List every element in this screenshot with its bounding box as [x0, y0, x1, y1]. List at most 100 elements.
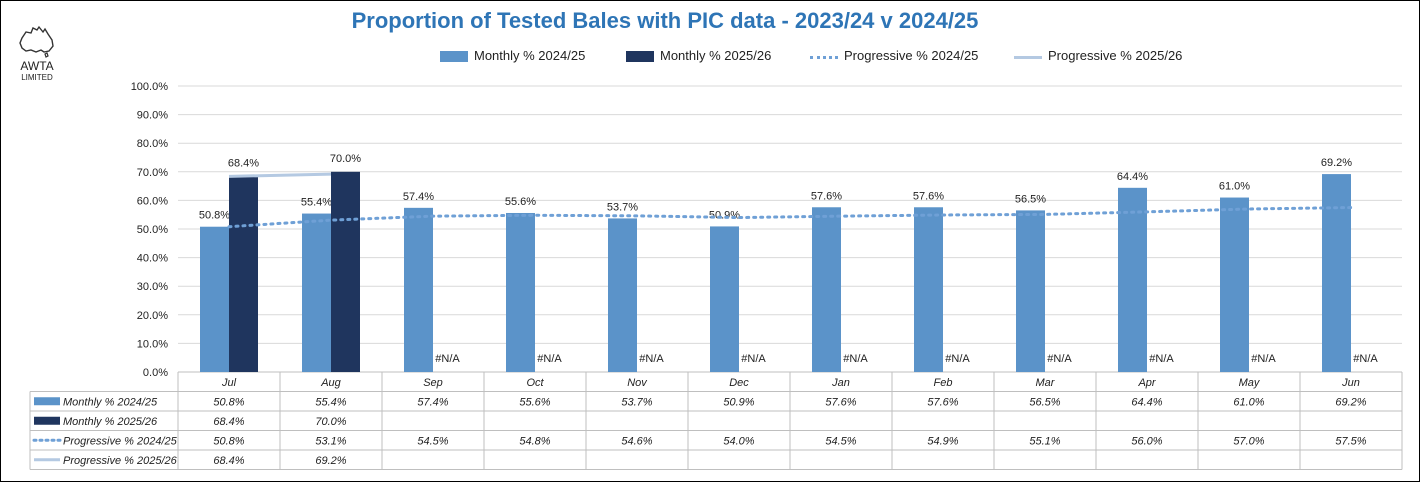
y-tick-label: 20.0% [137, 310, 168, 322]
x-category-label: Mar [1036, 377, 1056, 389]
table-cell: 56.0% [1131, 435, 1162, 447]
x-category-label: Nov [627, 377, 648, 389]
x-category-label: Apr [1137, 377, 1156, 389]
y-tick-label: 50.0% [137, 224, 168, 236]
bar-monthly-2024-25 [506, 212, 535, 372]
data-label-na: #N/A [1353, 353, 1378, 365]
data-label-na: #N/A [945, 353, 970, 365]
x-category-label: Dec [729, 377, 749, 389]
table-cell: 56.5% [1029, 396, 1060, 408]
logo-text: AWTA [20, 59, 54, 73]
x-category-label: Oct [526, 377, 544, 389]
table-cell: 55.4% [315, 396, 346, 408]
bar-monthly-2024-25 [914, 207, 943, 372]
table-cell: 61.0% [1233, 396, 1264, 408]
logo-subtext: LIMITED [21, 73, 53, 82]
bar-monthly-2024-25 [710, 226, 739, 372]
table-cell: 54.5% [417, 435, 448, 447]
table-cell: 54.8% [519, 435, 550, 447]
chart-title: Proportion of Tested Bales with PIC data… [351, 8, 979, 33]
x-category-label: Aug [320, 377, 341, 389]
data-label-na: #N/A [843, 353, 868, 365]
data-label: 69.2% [1321, 157, 1352, 169]
data-label: 56.5% [1015, 193, 1046, 205]
x-category-label: May [1239, 377, 1261, 389]
table-cell: 68.4% [213, 455, 244, 467]
australia-map-icon [19, 25, 54, 58]
data-label-na: #N/A [1251, 353, 1276, 365]
legend-label: Progressive % 2025/26 [1048, 48, 1183, 63]
table-cell: 68.4% [213, 416, 244, 428]
table-cell: 54.9% [927, 435, 958, 447]
table-cell: 69.2% [315, 455, 346, 467]
table-row-label: Monthly % 2025/26 [63, 416, 158, 428]
data-label-na: #N/A [639, 353, 664, 365]
table-cell: 50.8% [213, 435, 244, 447]
data-label: 50.9% [709, 209, 740, 221]
table-cell: 54.0% [723, 435, 754, 447]
bar-monthly-2024-25 [1322, 174, 1351, 372]
table-cell: 53.7% [621, 396, 652, 408]
bar-monthly-2025-26 [229, 176, 258, 372]
table-cell: 50.8% [213, 396, 244, 408]
table-cell: 53.1% [315, 435, 346, 447]
x-category-label: Feb [934, 377, 953, 389]
x-category-label: Jul [221, 377, 237, 389]
table-cell: 57.6% [825, 396, 856, 408]
table-cell: 55.6% [519, 396, 550, 408]
table-cell: 57.5% [1335, 435, 1366, 447]
bar-monthly-2025-26 [331, 171, 360, 372]
data-label: 64.4% [1117, 171, 1148, 183]
data-label: 57.6% [811, 190, 842, 202]
bar-monthly-2024-25 [608, 218, 637, 372]
data-label: 68.4% [228, 157, 259, 169]
line-progressive-2025-26 [228, 172, 332, 178]
data-label-na: #N/A [1047, 353, 1072, 365]
data-label: 61.0% [1219, 181, 1250, 193]
legend-label: Monthly % 2025/26 [660, 48, 772, 63]
bar-monthly-2024-25 [200, 226, 229, 372]
legend-label: Monthly % 2024/25 [474, 48, 586, 63]
y-tick-label: 40.0% [137, 253, 168, 265]
data-label: 57.4% [403, 191, 434, 203]
table-cell: 50.9% [723, 396, 754, 408]
table-cell: 70.0% [315, 416, 346, 428]
y-tick-label: 100.0% [131, 81, 169, 93]
data-label-na: #N/A [741, 353, 766, 365]
data-label: 50.8% [199, 210, 230, 222]
bar-monthly-2024-25 [1220, 197, 1249, 372]
x-category-label: Jan [831, 377, 850, 389]
data-label-na: #N/A [435, 353, 460, 365]
table-cell: 64.4% [1131, 396, 1162, 408]
table-legend-key [34, 416, 60, 425]
legend-swatch [626, 51, 654, 62]
bar-monthly-2024-25 [1016, 210, 1045, 372]
table-legend-key [34, 397, 60, 406]
line-progressive-2024-25 [227, 206, 1353, 229]
data-label: 70.0% [330, 153, 361, 165]
table-cell: 55.1% [1029, 435, 1060, 447]
data-label: 55.4% [301, 197, 332, 209]
awta-logo: AWTA LIMITED [14, 24, 64, 84]
table-row-label: Progressive % 2025/26 [63, 455, 178, 467]
data-label: 55.6% [505, 196, 536, 208]
y-tick-label: 10.0% [137, 338, 168, 350]
table-cell: 57.6% [927, 396, 958, 408]
data-label: 57.6% [913, 190, 944, 202]
table-cell: 54.6% [621, 435, 652, 447]
bar-monthly-2024-25 [302, 213, 331, 372]
bar-monthly-2024-25 [404, 207, 433, 372]
x-category-label: Jun [1341, 377, 1360, 389]
y-tick-label: 60.0% [137, 195, 168, 207]
y-tick-label: 0.0% [143, 367, 168, 379]
data-label: 53.7% [607, 201, 638, 213]
table-cell: 69.2% [1335, 396, 1366, 408]
table-cell: 57.0% [1233, 435, 1264, 447]
legend-line [1014, 56, 1042, 59]
bar-monthly-2024-25 [812, 207, 841, 372]
legend-swatch [440, 51, 468, 62]
y-tick-label: 80.0% [137, 138, 168, 150]
legend-line [810, 56, 838, 59]
x-category-label: Sep [423, 377, 443, 389]
